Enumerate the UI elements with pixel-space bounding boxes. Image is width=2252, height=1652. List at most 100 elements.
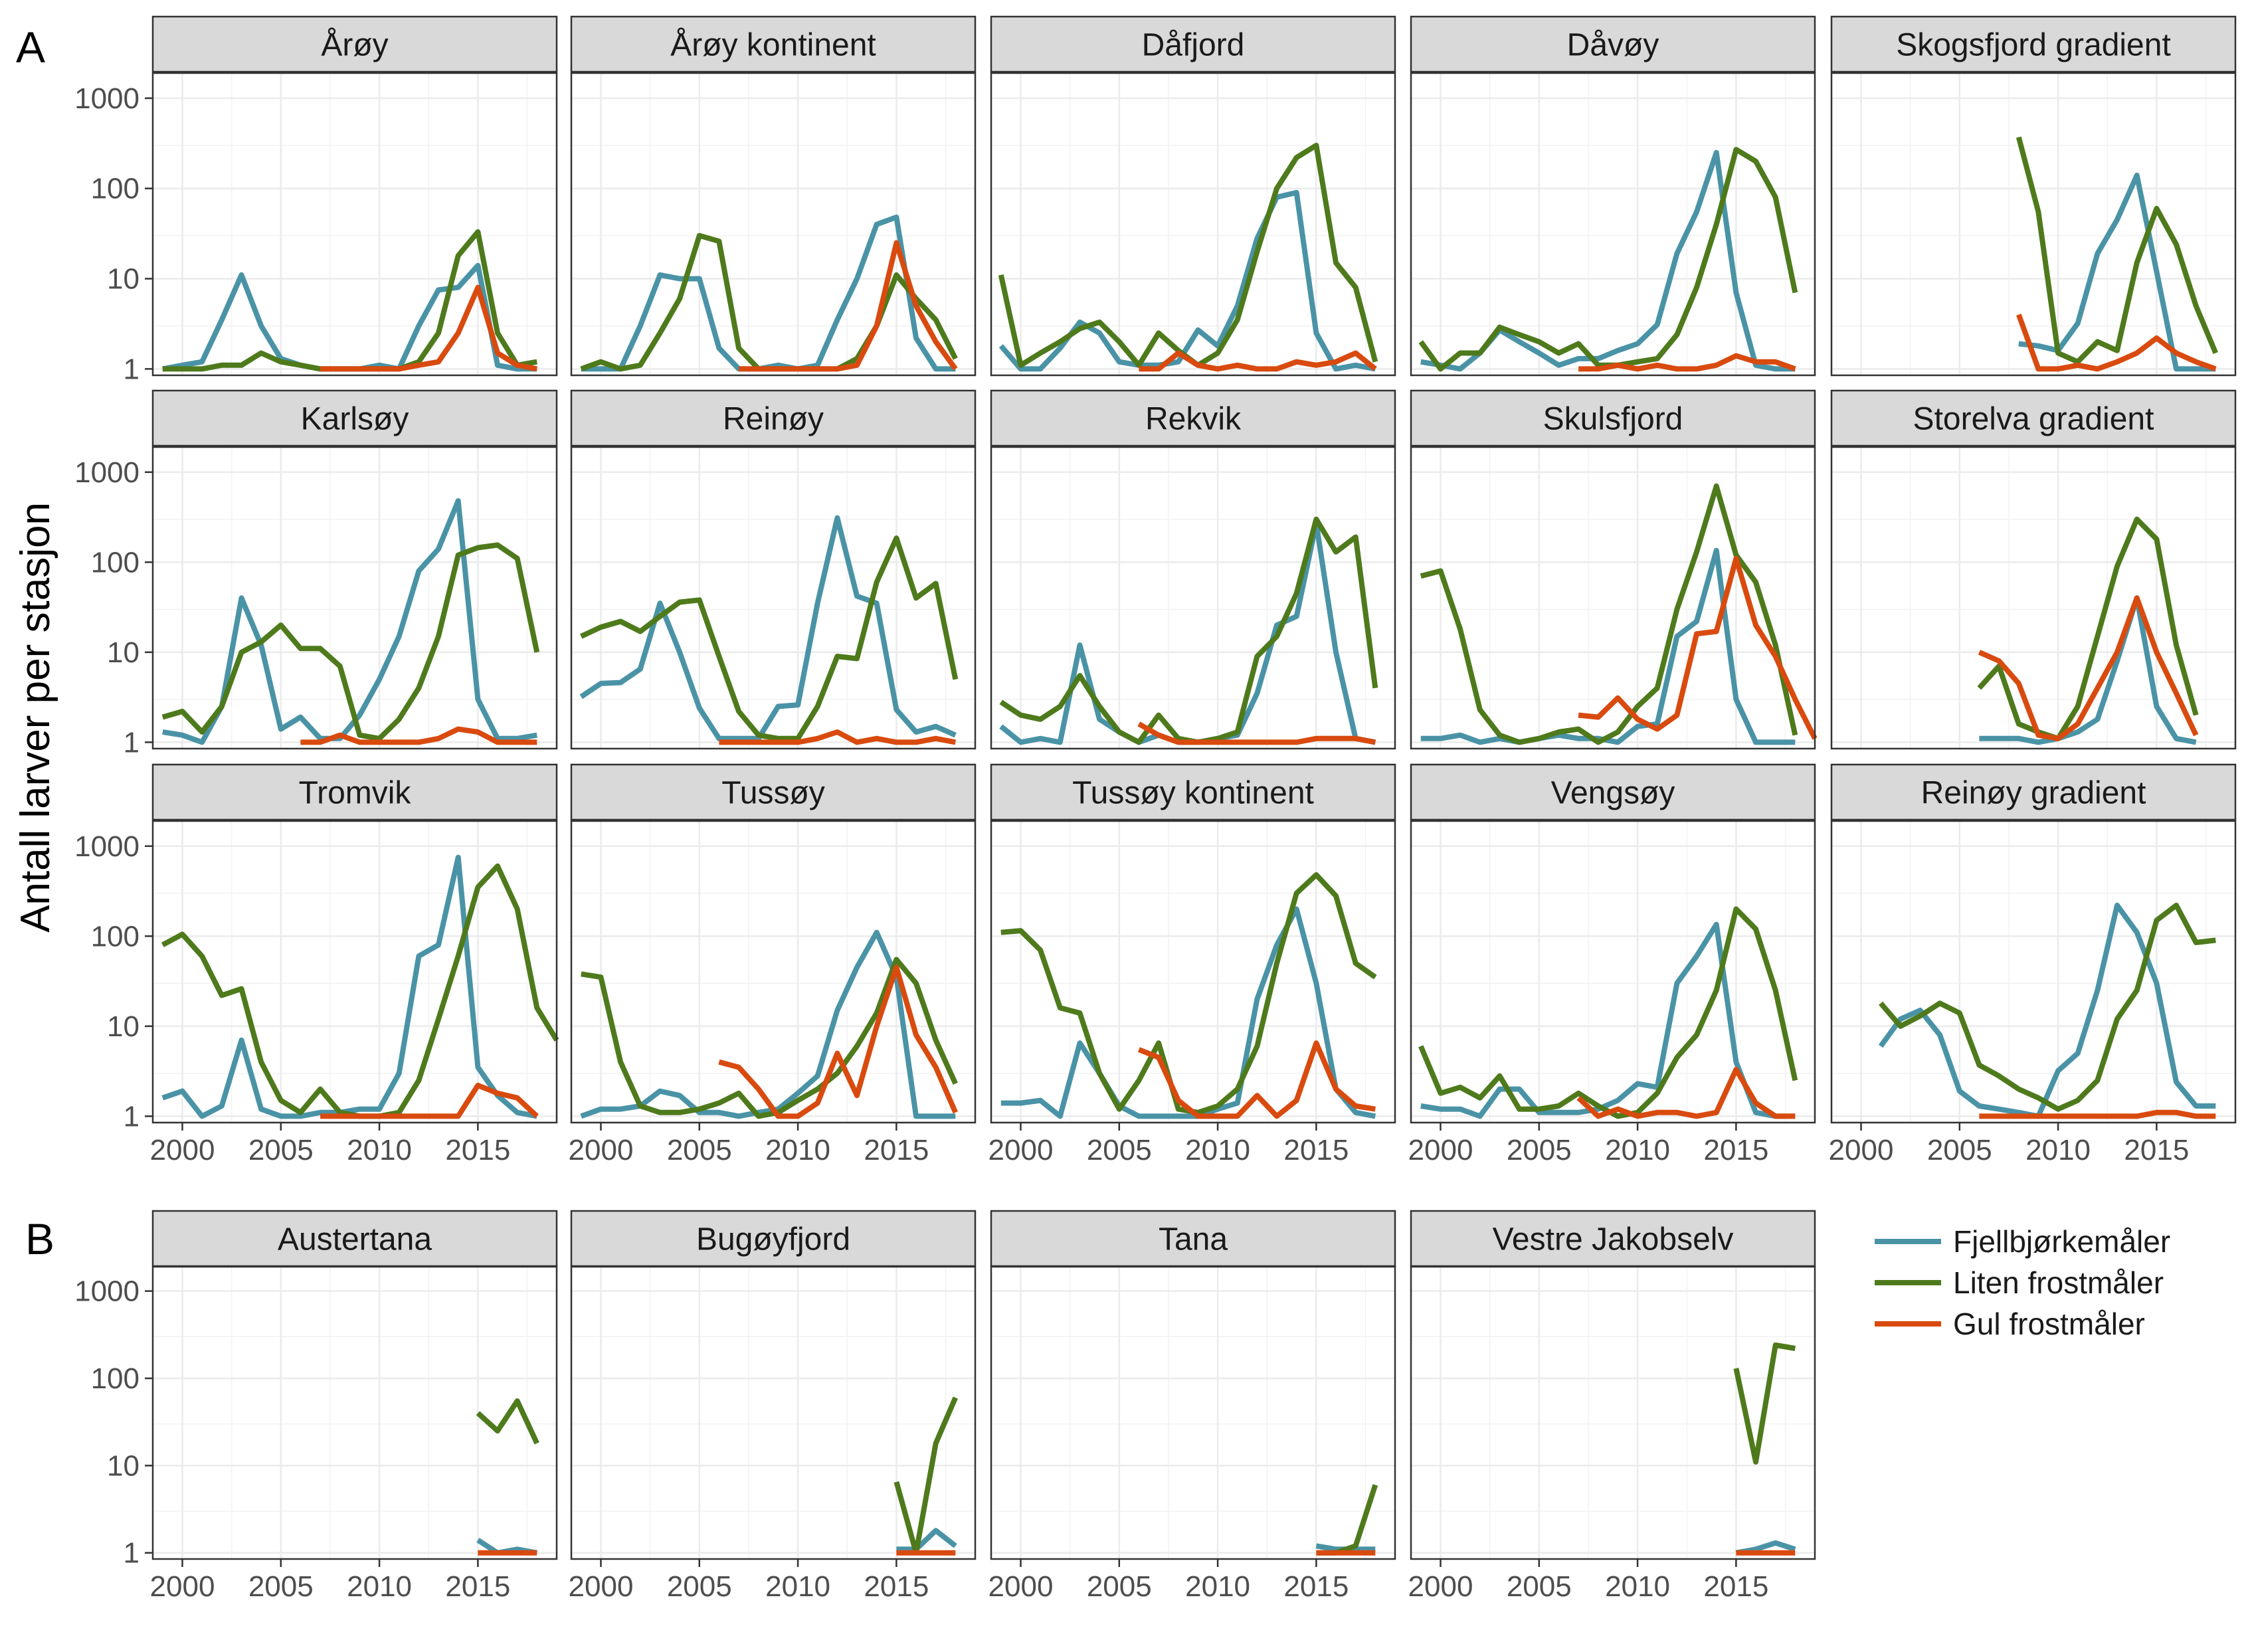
plot-area bbox=[153, 447, 557, 749]
series-line-gul-frostmaler bbox=[1137, 721, 1376, 745]
x-tick-label: 2010 bbox=[1185, 1570, 1250, 1603]
panel-border bbox=[1830, 446, 2237, 750]
series-line-gul-frostmaler bbox=[1137, 1040, 1376, 1119]
panel-border bbox=[570, 72, 977, 377]
legend-label: Fjellbjørkemåler bbox=[1953, 1224, 2170, 1259]
plot-area bbox=[991, 1267, 1395, 1559]
x-tick-label: 2005 bbox=[1087, 1134, 1152, 1166]
plot-area bbox=[991, 447, 1395, 749]
x-tick-label: 2010 bbox=[1605, 1570, 1670, 1603]
facet-strip bbox=[990, 763, 1396, 821]
x-tick-label: 2005 bbox=[1927, 1134, 1992, 1166]
y-tick-label: 10 bbox=[107, 1010, 140, 1043]
panel-label-b: B bbox=[25, 1214, 54, 1263]
series-line-gul-frostmaler bbox=[320, 284, 538, 372]
series-line-gul-frostmaler bbox=[320, 1083, 539, 1119]
facet-strip bbox=[151, 763, 558, 821]
x-tick-label: 2000 bbox=[1408, 1134, 1473, 1166]
series-line-gul-frostmaler bbox=[1578, 353, 1796, 372]
facet-dafjord: Dåfjord bbox=[990, 15, 1396, 377]
facet-tana: Tana 2000 2005 2010 2015 bbox=[988, 1210, 1396, 1603]
plot-area bbox=[1831, 447, 2235, 749]
facet-panels: Årøy 1 10 100 1000 Årøy kontinent Dåfjord Dåvøy… bbox=[74, 15, 2237, 1603]
facet-karlsoy: Karlsøy 1 10 100 1000 bbox=[74, 389, 558, 759]
series-line-liten-frostmaler bbox=[476, 1398, 539, 1445]
y-tick-label: 10 bbox=[107, 263, 140, 296]
legend-item-gul-frostmaler: Gul frostmåler bbox=[1875, 1307, 2145, 1341]
x-tick-label: 2005 bbox=[1087, 1570, 1152, 1603]
facet-aroy: Årøy 1 10 100 1000 bbox=[74, 15, 558, 385]
x-tick-label: 2010 bbox=[1185, 1134, 1250, 1166]
panel-border bbox=[1830, 820, 2237, 1124]
x-tick-label: 2015 bbox=[1283, 1134, 1349, 1166]
y-tick-label: 1000 bbox=[74, 1275, 140, 1308]
facet-bugoyfjord: Bugøyfjord 2000 2005 2010 2015 bbox=[569, 1210, 977, 1603]
facet-strip bbox=[1410, 763, 1816, 821]
x-tick-label: 2005 bbox=[667, 1570, 732, 1603]
series-line-liten-frostmaler bbox=[1977, 516, 2199, 741]
series-line-fjellbjorkemaler bbox=[161, 854, 538, 1119]
plot-area bbox=[571, 447, 975, 749]
x-tick-label: 2005 bbox=[248, 1570, 314, 1603]
series-line-fjellbjorkemaler bbox=[1878, 902, 2216, 1119]
facet-tussoy: Tussøy 2000 2005 2010 2015 bbox=[569, 763, 977, 1166]
series-line-gul-frostmaler bbox=[1578, 555, 1818, 740]
facet-vestre-jakobselv: Vestre Jakobselv 2000 2005 2010 2015 bbox=[1408, 1210, 1816, 1603]
y-tick-label: 10 bbox=[107, 636, 140, 669]
panel-border bbox=[990, 72, 1396, 377]
panel-border bbox=[570, 820, 977, 1124]
plot-area bbox=[571, 1267, 975, 1559]
facet-title: Austertana bbox=[278, 1222, 432, 1257]
panel-label-a: A bbox=[16, 23, 45, 72]
plot-area bbox=[1411, 821, 1815, 1123]
x-tick-label: 2010 bbox=[2025, 1134, 2091, 1166]
facet-title: Vestre Jakobselv bbox=[1493, 1222, 1734, 1257]
y-tick-label: 1 bbox=[124, 353, 140, 385]
facet-title: Reinøy gradient bbox=[1921, 776, 2146, 811]
x-tick-label: 2010 bbox=[765, 1570, 830, 1603]
panel-border bbox=[1410, 820, 1816, 1124]
plot-area bbox=[1411, 1267, 1815, 1559]
series-line-gul-frostmaler bbox=[2016, 314, 2217, 372]
facet-skogsfjord-gradient: Skogsfjord gradient bbox=[1830, 15, 2237, 377]
series-line-fjellbjorkemaler bbox=[1420, 921, 1796, 1119]
facet-title: Karlsøy bbox=[301, 402, 409, 437]
x-tick-label: 2015 bbox=[445, 1570, 510, 1603]
panel-border bbox=[570, 446, 977, 750]
series-line-liten-frostmaler bbox=[1733, 1342, 1796, 1465]
x-tick-label: 2015 bbox=[1703, 1134, 1768, 1166]
panel-border bbox=[990, 820, 1396, 1124]
legend-item-fjellbjorkemaler: Fjellbjørkemåler bbox=[1875, 1224, 2170, 1259]
facet-title: Bugøyfjord bbox=[696, 1222, 850, 1257]
facet-title: Årøy kontinent bbox=[670, 28, 876, 63]
x-tick-label: 2005 bbox=[1507, 1134, 1572, 1166]
panel-border bbox=[990, 446, 1396, 750]
series-line-liten-frostmaler bbox=[580, 535, 959, 741]
x-tick-label: 2000 bbox=[1829, 1134, 1894, 1166]
y-tick-label: 1 bbox=[124, 1100, 140, 1133]
panel-border bbox=[1410, 446, 1816, 750]
series-line-gul-frostmaler bbox=[1978, 595, 2199, 741]
facet-title: Skogsfjord gradient bbox=[1896, 28, 2171, 63]
x-tick-label: 2000 bbox=[988, 1134, 1054, 1166]
facet-strip bbox=[151, 389, 558, 447]
y-tick-label: 10 bbox=[107, 1449, 140, 1482]
panel-border bbox=[1410, 72, 1816, 377]
y-tick-label: 100 bbox=[91, 1362, 140, 1395]
y-tick-label: 100 bbox=[91, 920, 140, 953]
facet-title: Rekvik bbox=[1145, 402, 1242, 437]
series-line-liten-frostmaler bbox=[161, 542, 540, 741]
facet-title: Tussøy bbox=[721, 776, 825, 811]
series-line-liten-frostmaler bbox=[893, 1396, 958, 1556]
legend-item-liten-frostmaler: Liten frostmåler bbox=[1875, 1265, 2164, 1300]
panel-border bbox=[151, 1265, 558, 1560]
facet-title: Storelva gradient bbox=[1913, 402, 2154, 437]
y-axis-title: Antall larver per stasjon bbox=[13, 502, 58, 933]
facet-strip bbox=[990, 389, 1396, 447]
panel-border bbox=[990, 1265, 1396, 1560]
x-tick-label: 2010 bbox=[1605, 1134, 1670, 1166]
facet-tromvik: Tromvik 1 10 100 1000 2000 2005 2010 2015 bbox=[74, 763, 559, 1166]
facet-strip bbox=[570, 1210, 977, 1267]
facet-reinoy-gradient: Reinøy gradient 2000 2005 2010 2015 bbox=[1829, 763, 2237, 1166]
